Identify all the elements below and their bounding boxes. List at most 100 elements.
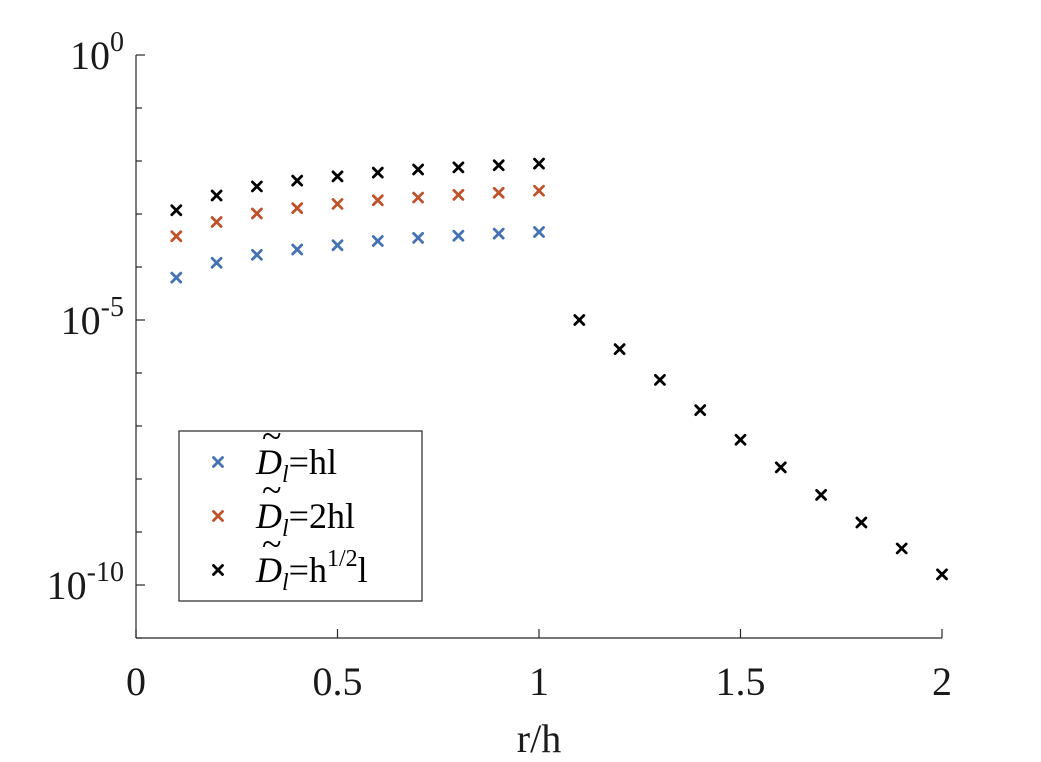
marker-stroke (170, 271, 183, 284)
marker-stroke (371, 235, 384, 247)
marker-stroke (412, 231, 425, 244)
data-point-2 (492, 186, 505, 199)
data-point-1 (170, 271, 183, 284)
marker-stroke (331, 239, 344, 252)
x-tick-label: 1.5 (716, 659, 766, 704)
data-point-3 (412, 163, 425, 176)
legend-tilde: ~ (262, 470, 281, 510)
marker-stroke (492, 227, 505, 240)
data-point-3 (371, 166, 384, 179)
marker-stroke (815, 488, 827, 501)
data-point-3 (170, 204, 183, 217)
marker-stroke (371, 166, 384, 179)
x-tick-label: 2 (932, 659, 952, 704)
data-point-3 (855, 516, 868, 529)
marker-stroke (212, 564, 224, 576)
x-axis-label: r/h (517, 716, 561, 761)
data-point-2 (291, 202, 304, 215)
marker-stroke (210, 256, 223, 269)
marker-stroke (291, 243, 304, 256)
data-point-1 (533, 226, 545, 238)
marker-stroke (291, 202, 304, 215)
data-point-3 (613, 343, 626, 356)
data-point-3 (774, 461, 787, 474)
data-point-1 (371, 235, 384, 247)
marker-stroke (452, 189, 465, 201)
data-point-1 (492, 227, 505, 240)
y-tick-label: 100 (70, 27, 124, 78)
y-tick-label: 10-10 (47, 557, 124, 608)
legend-marker-3 (212, 564, 224, 576)
marker-stroke (492, 186, 505, 199)
marker-stroke (774, 461, 787, 474)
data-point-3 (895, 542, 908, 555)
marker-stroke (895, 542, 908, 555)
data-point-3 (492, 159, 505, 172)
marker-stroke (533, 226, 545, 238)
marker-stroke (212, 510, 224, 522)
data-point-2 (371, 194, 384, 207)
marker-stroke (734, 433, 747, 446)
data-point-3 (210, 189, 223, 202)
marker-stroke (936, 568, 948, 581)
marker-stroke (533, 184, 545, 197)
legend-label-3: Dl=h1/2l (255, 546, 368, 596)
data-point-3 (533, 157, 545, 170)
data-point-3 (734, 433, 747, 446)
marker-stroke (331, 198, 344, 210)
x-tick-label: 0.5 (313, 659, 363, 704)
data-point-1 (210, 256, 223, 269)
data-point-2 (331, 198, 344, 210)
marker-stroke (412, 163, 425, 176)
marker-stroke (654, 373, 666, 386)
marker-stroke (170, 204, 183, 217)
marker-stroke (250, 248, 263, 261)
legend-label-2: Dl=2hl (255, 496, 355, 542)
marker-stroke (212, 456, 224, 468)
x-tick-label: 1 (529, 659, 549, 704)
data-point-1 (331, 239, 344, 252)
data-point-2 (533, 184, 545, 197)
data-point-3 (331, 170, 344, 183)
marker-stroke (412, 191, 425, 204)
data-point-3 (936, 568, 948, 581)
data-point-2 (210, 216, 223, 228)
x-tick-label: 0 (126, 659, 146, 704)
data-point-2 (452, 189, 465, 201)
marker-stroke (573, 314, 586, 326)
marker-stroke (613, 343, 626, 356)
data-point-3 (452, 161, 465, 174)
data-point-1 (250, 248, 263, 261)
marker-stroke (371, 194, 384, 207)
marker-stroke (452, 229, 465, 242)
marker-stroke (210, 216, 223, 228)
data-point-3 (694, 404, 707, 417)
legend-tilde: ~ (262, 416, 281, 456)
marker-stroke (694, 404, 707, 417)
legend: Dl=hl~Dl=2hl~Dl=h1/2l~ (178, 416, 423, 602)
data-point-2 (170, 230, 183, 243)
marker-stroke (492, 159, 505, 172)
data-point-3 (573, 314, 586, 326)
data-point-1 (452, 229, 465, 242)
data-point-3 (815, 488, 827, 501)
marker-stroke (291, 174, 304, 187)
data-point-3 (291, 174, 304, 187)
legend-marker-2 (212, 510, 224, 522)
marker-stroke (250, 180, 263, 193)
legend-marker-1 (212, 456, 224, 468)
data-point-2 (250, 207, 263, 220)
marker-stroke (210, 189, 223, 202)
data-points (170, 157, 948, 581)
marker-stroke (533, 157, 545, 170)
legend-label-1: Dl=hl (255, 442, 337, 488)
data-point-3 (250, 180, 263, 193)
y-tick-label: 10-5 (61, 292, 124, 343)
marker-stroke (452, 161, 465, 174)
marker-stroke (250, 207, 263, 220)
legend-tilde: ~ (262, 524, 281, 564)
data-point-3 (654, 373, 666, 386)
marker-stroke (855, 516, 868, 529)
marker-stroke (331, 170, 344, 183)
